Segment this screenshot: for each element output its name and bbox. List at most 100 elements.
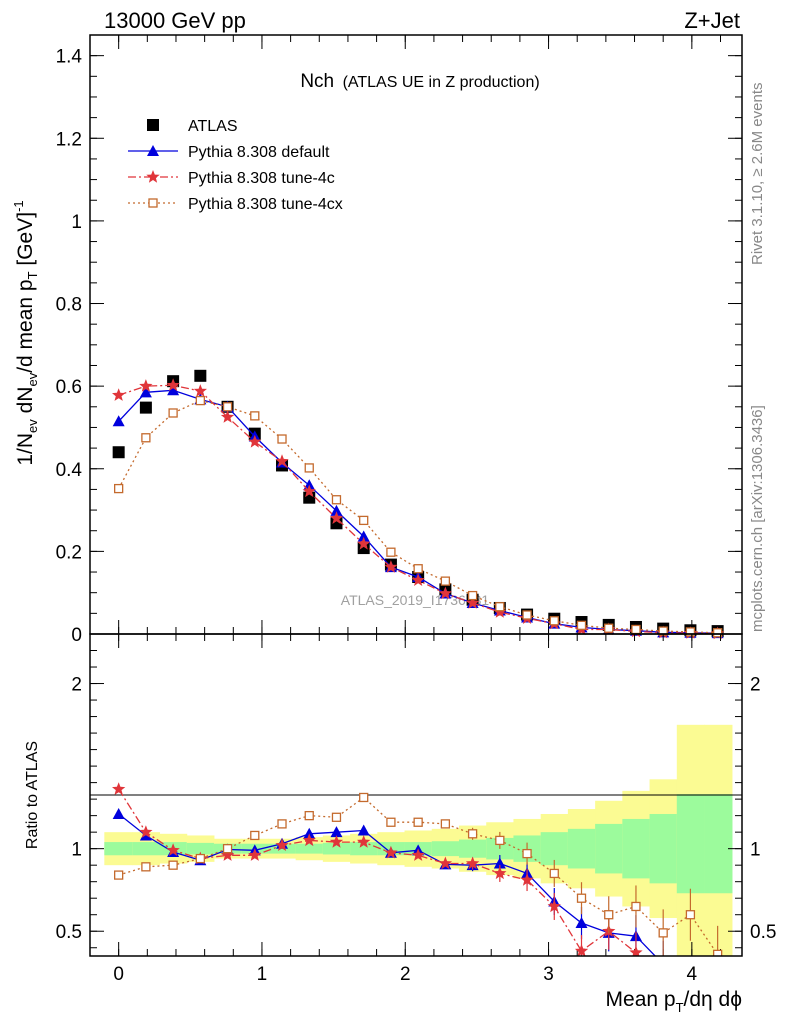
data-point-tune4cx <box>549 616 559 626</box>
data-point-tune4cx <box>304 463 314 473</box>
band-inner-bin <box>540 832 569 866</box>
ratio-point-tune4cx <box>576 893 587 903</box>
ratio-y-tick-label: 1 <box>71 840 82 861</box>
ratio-point-tune4c <box>248 848 262 861</box>
data-point-tune4cx <box>413 564 423 574</box>
ratio-point-tune4cx <box>304 810 314 821</box>
legend-marker-tune4cx <box>148 198 158 208</box>
data-point-tune4c <box>220 410 235 423</box>
data-point-atlas <box>194 369 207 382</box>
data-point-tune4cx <box>114 483 124 494</box>
data-point-tune4c <box>302 484 316 498</box>
ratio-point-default <box>112 807 125 819</box>
legend-marker-tune4c <box>146 170 160 183</box>
main-title: Nch (ATLAS UE in Z production) <box>300 71 539 92</box>
data-point-tune4cx <box>386 547 396 557</box>
ratio-point-tune4cx <box>277 819 287 829</box>
data-point-tune4c <box>193 384 207 397</box>
band-inner-bin <box>132 842 160 856</box>
data-point-tune4cx <box>440 576 451 586</box>
ratio-point-tune4cx <box>658 928 668 938</box>
ratio-point-tune4cx <box>114 870 124 880</box>
band-inner-bin <box>186 842 215 855</box>
ratio-y-axis-label: Ratio to ATLAS <box>24 741 41 849</box>
legend-marker-default <box>147 145 159 156</box>
legend-marker-atlas <box>147 119 159 131</box>
band-inner-bin <box>431 841 460 857</box>
ratio-point-tune4c <box>465 856 480 870</box>
x-axis-label: Mean pT/dη dϕ <box>606 988 742 1015</box>
band-inner-bin <box>676 794 705 894</box>
main-y-tick-label: 0 <box>71 625 82 646</box>
data-point-default <box>330 504 343 516</box>
data-point-tune4cx <box>222 402 233 412</box>
data-point-tune4c <box>275 454 289 467</box>
band-inner-bin <box>567 828 596 869</box>
band-inner-bin <box>622 818 651 879</box>
ratio-point-tune4cx <box>413 817 423 827</box>
rivet-version-label: Rivet 3.1.10, ≥ 2.6M events <box>749 83 766 266</box>
main-y-tick-label: 1.2 <box>56 129 82 150</box>
band-inner-bin <box>649 813 678 884</box>
ratio-point-tune4c <box>357 835 371 848</box>
main-panel: ATLAS_2019_I1736531 00.20.40.60.811.21.4… <box>11 34 743 646</box>
ratio-y-tick-label: 2 <box>71 675 82 696</box>
legend-label-tune4c: Pythia 8.308 tune-4c <box>188 170 335 187</box>
ratio-point-tune4c <box>329 835 344 848</box>
ratio-y-tick-label-right: 1 <box>750 840 761 861</box>
header-right-label: Z+Jet <box>684 8 740 33</box>
data-point-tune4cx <box>331 495 342 505</box>
data-point-tune4cx <box>467 590 478 601</box>
data-point-tune4c <box>411 573 425 586</box>
main-title-observable: Nch <box>300 71 334 92</box>
ratio-point-tune4cx <box>250 830 260 841</box>
ratio-series-layer <box>112 782 723 969</box>
ratio-y-tick-label-right: 2 <box>750 675 761 696</box>
data-point-default <box>357 530 370 542</box>
header-left-label: 13000 GeV pp <box>104 8 246 33</box>
ratio-point-default <box>330 826 343 838</box>
data-point-tune4c <box>357 536 371 550</box>
band-inner-bin <box>350 842 378 856</box>
band-inner-bin <box>104 842 133 856</box>
data-point-tune4cx <box>141 433 151 443</box>
ratio-point-default <box>493 857 506 869</box>
ratio-point-default <box>357 824 370 836</box>
data-point-atlas <box>112 446 125 459</box>
ratio-point-tune4c <box>220 848 235 861</box>
ratio-point-tune4c <box>411 848 425 861</box>
data-point-tune4cx <box>495 602 505 612</box>
legend-label-default: Pythia 8.308 default <box>188 144 330 161</box>
ratio-point-tune4cx <box>631 901 641 912</box>
ratio-point-tune4cx <box>386 817 396 827</box>
legend-entry-atlas: ATLAS <box>147 118 238 135</box>
data-point-tune4c <box>438 586 452 600</box>
ratio-point-tune4cx <box>604 910 614 920</box>
data-point-tune4c <box>166 378 180 391</box>
data-point-tune4c <box>465 596 480 609</box>
data-point-tune4cx <box>685 627 696 637</box>
ratio-y-tick-label: 0.5 <box>56 922 82 943</box>
ratio-point-tune4cx <box>331 812 342 822</box>
ratio-point-tune4cx <box>440 819 451 829</box>
data-point-tune4cx <box>168 408 178 418</box>
main-y-tick-label: 0.8 <box>56 295 82 316</box>
data-point-tune4c <box>493 605 507 618</box>
ratio-point-default <box>657 958 669 969</box>
main-series-layer <box>112 369 725 640</box>
ratio-point-tune4c <box>112 782 126 795</box>
data-point-tune4cx <box>250 411 260 421</box>
data-point-atlas <box>139 401 152 414</box>
data-point-default <box>139 386 152 398</box>
ratio-point-tune4c <box>384 845 398 859</box>
data-point-tune4cx <box>631 624 641 635</box>
ratio-point-tune4cx <box>141 862 151 872</box>
band-inner-bin <box>595 823 623 874</box>
ratio-point-tune4c <box>275 838 289 851</box>
ratio-point-default <box>575 916 588 928</box>
ratio-point-tune4c <box>302 833 316 847</box>
ratio-point-tune4cx <box>712 949 723 956</box>
data-point-tune4cx <box>712 628 723 638</box>
main-title-subtitle: (ATLAS UE in Z production) <box>343 74 540 91</box>
